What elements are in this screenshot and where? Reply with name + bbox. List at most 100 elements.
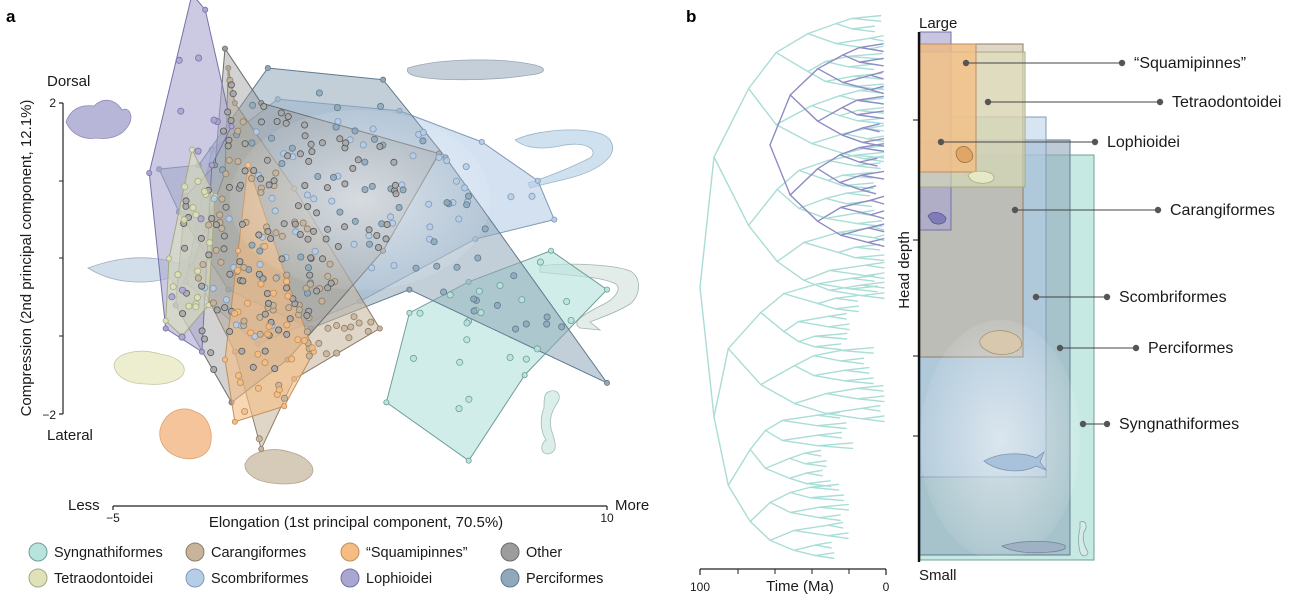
scatter-point (294, 202, 302, 210)
scatter-point (370, 135, 378, 143)
tree-branch (827, 326, 850, 331)
tree-branch (827, 174, 844, 182)
scatter-point (284, 113, 292, 121)
scatter-point (528, 192, 536, 200)
scatter-point (284, 292, 292, 300)
scatter-point (252, 128, 260, 136)
scatter-point (314, 172, 322, 180)
seahorse-silhouette-icon (540, 390, 560, 455)
scatter-point (303, 191, 311, 199)
legend-label: Syngnathiformes (54, 545, 163, 561)
scatter-point (226, 270, 234, 278)
scatter-point (390, 261, 398, 269)
scatter-point (291, 220, 299, 228)
scatter-point (192, 303, 200, 311)
tree-branch (867, 237, 885, 244)
scatter-point (248, 241, 256, 249)
tree-branch (857, 109, 885, 114)
scatter-point (169, 283, 177, 291)
scatter-point (181, 244, 189, 252)
butterflyfish-silhouette-icon (159, 408, 212, 460)
hull-vertex-syngnathiformes (465, 457, 472, 464)
scatter-point (392, 190, 400, 198)
tree-branch (862, 137, 885, 144)
scatter-point (409, 152, 417, 160)
tree-branch (814, 335, 848, 340)
tree-branch (814, 541, 832, 546)
scatter-point (248, 139, 256, 147)
scatter-point (301, 121, 309, 129)
tree-branch (776, 241, 805, 263)
scatter-point (192, 211, 200, 219)
scatter-point (336, 135, 344, 143)
tree-branch (869, 37, 885, 42)
tree-branch (840, 206, 872, 216)
scatter-point (318, 139, 326, 147)
scatter-point (265, 322, 273, 330)
scatter-point (512, 325, 520, 333)
legend-label: Other (526, 545, 562, 561)
scatter-point (433, 262, 441, 270)
tree-branch (789, 167, 819, 196)
scatter-point (174, 271, 182, 279)
tree-branch (858, 146, 885, 153)
scatter-point (282, 277, 290, 285)
scatter-point (390, 158, 398, 166)
scatter-point (222, 296, 230, 304)
tree-branch (827, 323, 850, 328)
hull-vertex-perciformes (380, 76, 387, 83)
scatter-point (474, 254, 482, 262)
tree-branch (827, 532, 849, 537)
scatter-point (234, 266, 242, 274)
scatter-point (315, 89, 323, 97)
tree-branch (840, 234, 869, 244)
tree-branch (814, 552, 835, 557)
legend-item-squamipinnes: “Squamipinnes” (340, 542, 468, 562)
tree-branch (807, 60, 827, 73)
scatter-point (350, 313, 358, 321)
legend-swatch (28, 568, 48, 588)
tree-branch (862, 123, 880, 129)
scatter-point (462, 163, 470, 171)
tree-branch (825, 407, 863, 415)
tree-branch (817, 54, 844, 70)
tree-branch (860, 185, 877, 191)
scatter-point (475, 287, 483, 295)
hull-vertex-carangiformes (231, 100, 238, 107)
legend-label: Carangiformes (211, 545, 306, 561)
hull-vertex-squamipinnes (235, 247, 242, 254)
tree-branch (866, 135, 885, 140)
scatter-point (324, 225, 332, 233)
tree-branch (854, 246, 880, 251)
tree-branch (870, 195, 885, 201)
tree-branch (873, 226, 885, 231)
scatter-point (220, 245, 228, 253)
scatter-point (506, 353, 514, 361)
tree-branch (797, 320, 830, 328)
tree-branch (817, 431, 843, 436)
hull-vertex-carangiformes (258, 445, 265, 452)
tree-branch (769, 501, 792, 514)
scatter-point (210, 195, 218, 203)
tree-branch (856, 384, 884, 390)
scatter-point (219, 127, 227, 135)
tree-branch (862, 127, 880, 133)
tree-branch (793, 402, 827, 415)
tree-branch (837, 251, 856, 259)
scatter-point (272, 274, 280, 282)
tree-branch (861, 407, 881, 412)
scatter-point (236, 379, 244, 387)
scatter-point (270, 177, 278, 185)
scatter-point (328, 197, 336, 205)
tree-branch (781, 434, 819, 442)
scatter-point (456, 358, 464, 366)
scatter-point (280, 220, 288, 228)
legend-swatch (185, 568, 205, 588)
tree-branch (870, 210, 885, 216)
tree-branch (867, 223, 885, 229)
scatter-point (345, 334, 353, 342)
scatter-point (168, 293, 176, 301)
x-end-label-less: Less (68, 497, 100, 514)
scatter-point (351, 217, 359, 225)
tree-branch (864, 261, 885, 266)
